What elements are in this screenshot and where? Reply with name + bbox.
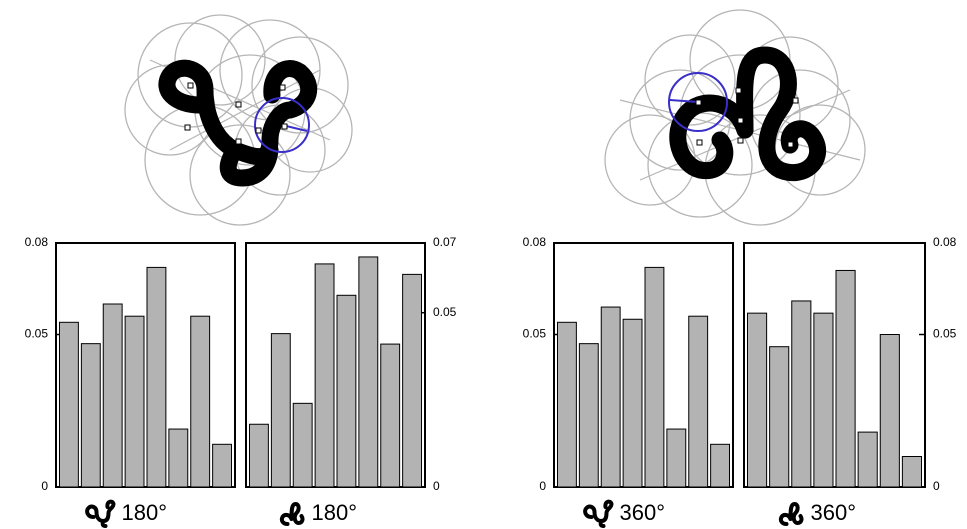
y-tick-label: 0 [933,479,940,493]
bar [380,343,401,488]
bar [813,312,834,488]
bar [666,428,687,488]
bar [292,402,313,488]
glyph-illustration-right [604,9,866,226]
plot-frame [553,242,734,488]
bar [249,423,269,488]
chart-title: 180° [312,500,358,525]
bar [402,273,422,488]
bar [336,294,357,488]
bar-chart: 0 0.05 0.08 360° [743,235,957,526]
bar [857,431,878,488]
bar [622,318,643,488]
bar [835,269,856,488]
chart-title: 360° [620,500,666,525]
bar [80,343,101,488]
glyph-icon [279,501,305,526]
chart-title: 180° [122,500,168,525]
y-tick-label: 0.08 [523,235,547,249]
y-tick-label: 0.05 [25,327,49,341]
bar [901,456,922,488]
y-tick-label: 0.05 [523,327,547,341]
bar [59,321,79,488]
bar [358,256,379,488]
y-tick-label: 0 [539,479,546,493]
y-tick-label: 0 [41,479,48,493]
bar [270,333,291,488]
bar [212,443,232,488]
bar [190,315,211,488]
plot-frame [245,242,426,488]
bar [644,266,665,488]
bar [124,315,145,488]
glyph-illustration-left [124,14,353,226]
bar [102,303,123,488]
y-tick-label: 0.05 [433,305,457,319]
bar-chart: 0 0.05 0.08 360° [523,235,734,528]
bar-chart: 0 0.05 0.08 180° [25,235,236,528]
y-tick-label: 0.08 [933,235,957,249]
glyph-icon [778,501,804,526]
chart-title: 360° [811,500,857,525]
bar [578,343,599,488]
bar [688,315,709,488]
bar [710,443,730,488]
bar [314,263,335,488]
plot-frame [743,242,926,488]
y-tick-label: 0 [433,479,440,493]
y-tick-label: 0.05 [933,327,957,341]
glyph-icon [85,499,116,528]
bar-chart: 0 0.05 0.07 180° [245,235,457,526]
glyph-icon [583,499,614,528]
bar [791,300,812,488]
y-tick-label: 0.07 [433,235,457,249]
y-tick-label: 0.08 [25,235,49,249]
plot-frame [55,242,236,488]
bar [879,334,900,488]
bar [600,306,621,488]
bar [168,428,189,488]
bar [557,321,577,488]
bar [146,266,167,488]
bar [769,346,790,488]
bar [747,312,768,488]
